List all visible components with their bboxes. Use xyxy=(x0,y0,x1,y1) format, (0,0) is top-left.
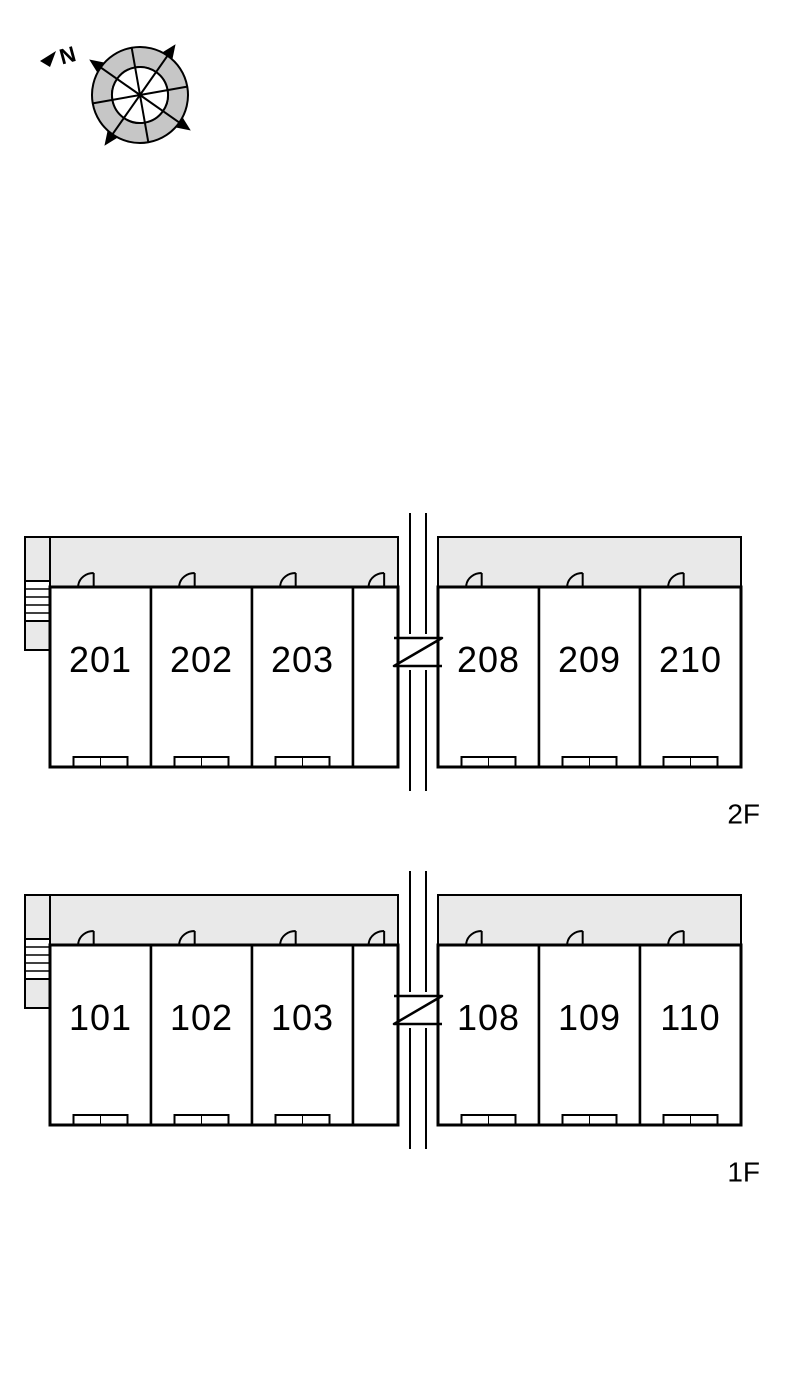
unit-stub xyxy=(353,945,398,1125)
unit-label: 103 xyxy=(271,997,334,1038)
unit: 208 xyxy=(438,573,539,767)
floor-plan: 201 202 203 208 209 210 2F xyxy=(25,513,760,829)
unit-label: 101 xyxy=(69,997,132,1038)
floor-label: 1F xyxy=(727,1156,760,1187)
compass-north-label: N xyxy=(40,41,78,69)
unit: 103 xyxy=(252,931,353,1125)
unit-stub xyxy=(353,587,398,767)
unit-label: 208 xyxy=(457,639,520,680)
floor-label: 2F xyxy=(727,798,760,829)
unit-label: 209 xyxy=(558,639,621,680)
unit: 108 xyxy=(438,931,539,1125)
unit-label: 210 xyxy=(659,639,722,680)
break-mark-icon xyxy=(394,871,442,1149)
unit-label: 102 xyxy=(170,997,233,1038)
unit-label: 110 xyxy=(660,997,720,1038)
unit: 201 xyxy=(50,573,151,767)
unit: 110 xyxy=(640,931,741,1125)
unit-label: 109 xyxy=(558,997,621,1038)
compass-icon xyxy=(54,9,227,182)
corridor xyxy=(438,895,741,945)
stairs-icon xyxy=(25,939,50,979)
unit-label: 203 xyxy=(271,639,334,680)
unit: 209 xyxy=(539,573,640,767)
unit: 101 xyxy=(50,931,151,1125)
unit-label: 201 xyxy=(69,639,132,680)
unit: 210 xyxy=(640,573,741,767)
unit: 203 xyxy=(252,573,353,767)
floor-plan: 101 102 103 108 109 110 1F xyxy=(25,871,760,1187)
unit: 109 xyxy=(539,931,640,1125)
unit-label: 202 xyxy=(170,639,233,680)
stairs-icon xyxy=(25,581,50,621)
unit: 202 xyxy=(151,573,252,767)
break-mark-icon xyxy=(394,513,442,791)
unit: 102 xyxy=(151,931,252,1125)
corridor xyxy=(438,537,741,587)
unit-label: 108 xyxy=(457,997,520,1038)
svg-text:N: N xyxy=(57,41,79,69)
